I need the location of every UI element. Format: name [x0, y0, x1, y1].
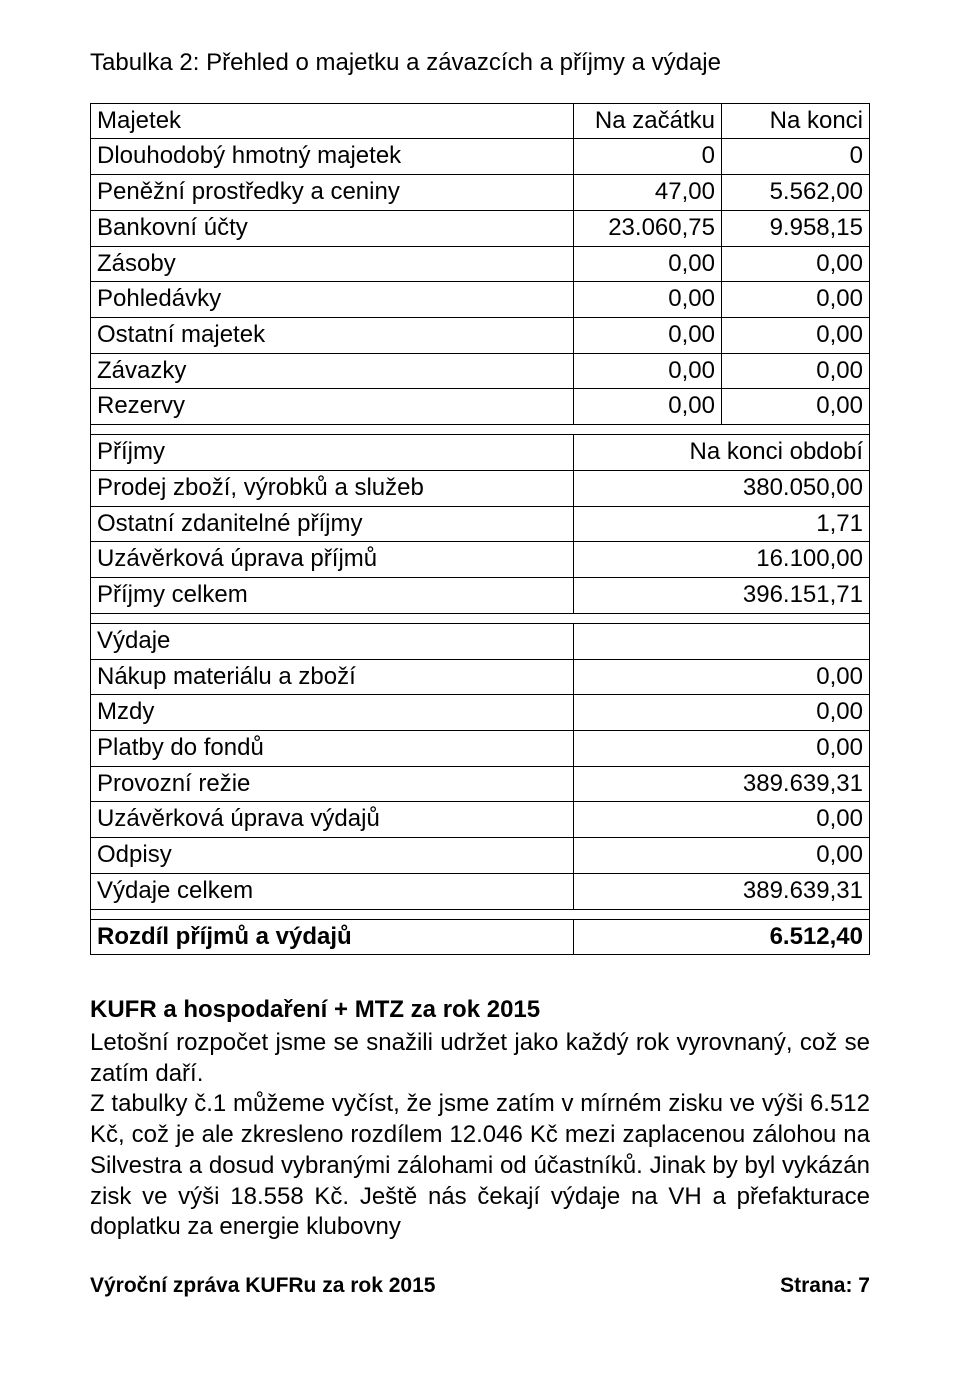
footer-right: Strana: 7: [780, 1273, 870, 1300]
cell: Ostatní zdanitelné příjmy: [91, 506, 574, 542]
cell: Zásoby: [91, 246, 574, 282]
cell: Ostatní majetek: [91, 318, 574, 354]
cell: 9.958,15: [721, 210, 869, 246]
cell: Mzdy: [91, 695, 574, 731]
cell: 380.050,00: [573, 470, 869, 506]
body-paragraph: Letošní rozpočet jsme se snažili udržet …: [90, 1028, 870, 1243]
section-heading: KUFR a hospodaření + MTZ za rok 2015: [90, 995, 870, 1026]
cell: Dlouhodobý hmotný majetek: [91, 139, 574, 175]
cell: 0,00: [721, 318, 869, 354]
cell: 396.151,71: [573, 578, 869, 614]
cell: 0,00: [721, 353, 869, 389]
col-header: Na začátku: [573, 103, 721, 139]
cell: 0,00: [573, 695, 869, 731]
cell: 0,00: [721, 282, 869, 318]
cell: Uzávěrková úprava výdajů: [91, 802, 574, 838]
cell: 389.639,31: [573, 873, 869, 909]
cell: 0,00: [573, 318, 721, 354]
cell: Na konci období: [573, 435, 869, 471]
table-caption: Tabulka 2: Přehled o majetku a závazcích…: [90, 48, 870, 79]
cell: Platby do fondů: [91, 730, 574, 766]
cell: Závazky: [91, 353, 574, 389]
cell: 47,00: [573, 175, 721, 211]
cell: 0,00: [721, 246, 869, 282]
cell: Příjmy: [91, 435, 574, 471]
cell: 5.562,00: [721, 175, 869, 211]
cell: 0,00: [573, 246, 721, 282]
footer-left: Výroční zpráva KUFRu za rok 2015: [90, 1273, 435, 1300]
cell: Uzávěrková úprava příjmů: [91, 542, 574, 578]
cell: 389.639,31: [573, 766, 869, 802]
spacer-row: [91, 613, 870, 623]
cell: 0,00: [573, 389, 721, 425]
cell: Peněžní prostředky a ceniny: [91, 175, 574, 211]
cell: 0: [573, 139, 721, 175]
cell: Výdaje celkem: [91, 873, 574, 909]
cell: Pohledávky: [91, 282, 574, 318]
cell: 0,00: [721, 389, 869, 425]
cell: Prodej zboží, výrobků a služeb: [91, 470, 574, 506]
cell: 0,00: [573, 353, 721, 389]
cell: Nákup materiálu a zboží: [91, 659, 574, 695]
spacer-row: [91, 425, 870, 435]
cell-total: 6.512,40: [573, 919, 869, 955]
cell: 0: [721, 139, 869, 175]
cell: [573, 623, 869, 659]
cell: 0,00: [573, 282, 721, 318]
cell-total: Rozdíl příjmů a výdajů: [91, 919, 574, 955]
cell: 0,00: [573, 802, 869, 838]
cell: 16.100,00: [573, 542, 869, 578]
col-header: Majetek: [91, 103, 574, 139]
col-header: Na konci: [721, 103, 869, 139]
spacer-row: [91, 909, 870, 919]
cell: Odpisy: [91, 838, 574, 874]
cell: 0,00: [573, 659, 869, 695]
cell: 23.060,75: [573, 210, 721, 246]
cell: 1,71: [573, 506, 869, 542]
cell: Rezervy: [91, 389, 574, 425]
cell: Příjmy celkem: [91, 578, 574, 614]
cell: Provozní režie: [91, 766, 574, 802]
cell: 0,00: [573, 730, 869, 766]
table-assets: Majetek Na začátku Na konci Dlouhodobý h…: [90, 103, 870, 956]
cell: Bankovní účty: [91, 210, 574, 246]
cell: Výdaje: [91, 623, 574, 659]
cell: 0,00: [573, 838, 869, 874]
